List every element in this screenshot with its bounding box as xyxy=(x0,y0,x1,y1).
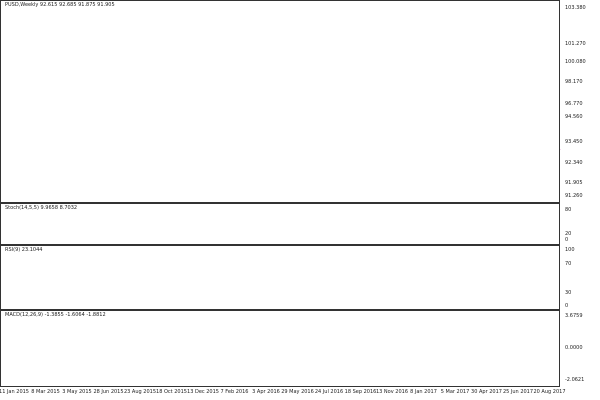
date-tick-label: 8 Mar 2015 xyxy=(31,389,60,395)
price-tick-label: 103.380 xyxy=(565,5,586,11)
date-tick-label: 5 Mar 2017 xyxy=(440,389,470,395)
price-tick-label: 91.905 xyxy=(565,180,583,186)
stoch-tick-label: 20 xyxy=(565,231,572,237)
price-tick-label: 101.270 xyxy=(565,41,586,47)
price-tick-label: 92.340 xyxy=(565,160,583,166)
date-tick-label: 24 Jul 2016 xyxy=(314,389,344,395)
date-tick-label: 30 Apr 2017 xyxy=(471,389,502,395)
rsi-tick-label: 0 xyxy=(565,303,569,309)
date-tick-label: 18 Oct 2015 xyxy=(156,389,187,395)
date-tick-label: 3 Apr 2016 xyxy=(252,389,280,395)
date-tick-label: 23 Aug 2015 xyxy=(123,389,157,395)
date-tick-label: 13 Nov 2016 xyxy=(375,389,409,395)
rsi-tick-label: 30 xyxy=(565,290,572,296)
date-tick-label: 8 Jan 2017 xyxy=(410,389,437,395)
stochastic-pane: Stoch(14,5,5) 9.9658 8.7032 xyxy=(0,203,560,245)
date-tick-label: 20 Aug 2017 xyxy=(533,389,566,395)
stoch-tick-label: 0 xyxy=(565,237,569,243)
rsi-pane: RSI(9) 23.1044 xyxy=(0,245,560,310)
price-tick-label: 96.770 xyxy=(565,101,583,107)
macd-tick-label: 3.6759 xyxy=(565,313,583,319)
date-tick-label: 28 Jun 2015 xyxy=(93,389,124,395)
rsi-tick-label: 100 xyxy=(565,247,575,253)
price-tick-label: 94.560 xyxy=(565,114,583,120)
chart-title: PUSD,Weekly 92.615 92.685 91.875 91.905 xyxy=(5,2,115,8)
price-tick-label: 100.080 xyxy=(565,59,586,65)
rsi-label: RSI(9) 23.1044 xyxy=(5,247,43,253)
date-tick-label: 25 Jun 2017 xyxy=(502,389,534,395)
macd-tick-label: 0.0000 xyxy=(565,345,583,351)
date-tick-label: 13 Dec 2015 xyxy=(187,389,219,395)
price-tick-label: 93.450 xyxy=(565,139,583,145)
date-tick-label: 11 Jan 2015 xyxy=(0,389,29,395)
date-tick-label: 18 Sep 2016 xyxy=(344,389,377,395)
price-tick-label: 98.170 xyxy=(565,79,583,85)
rsi-tick-label: 70 xyxy=(565,261,572,267)
date-tick-label: 29 May 2016 xyxy=(281,389,314,395)
macd-label: MACD(12,26,9) -1.3855 -1.6064 -1.8812 xyxy=(5,312,106,318)
stoch-label: Stoch(14,5,5) 9.9658 8.7032 xyxy=(5,205,78,211)
price-tick-label: 91.260 xyxy=(565,193,583,199)
macd-tick-label: -2.0621 xyxy=(565,377,585,383)
stoch-tick-label: 80 xyxy=(565,207,572,213)
date-tick-label: 7 Feb 2016 xyxy=(220,389,249,395)
date-tick-label: 3 May 2015 xyxy=(62,389,92,395)
main-price-pane: PUSD,Weekly 92.615 92.685 91.875 91.905 xyxy=(0,0,560,203)
macd-pane: MACD(12,26,9) -1.3855 -1.6064 -1.8812 xyxy=(0,310,560,387)
